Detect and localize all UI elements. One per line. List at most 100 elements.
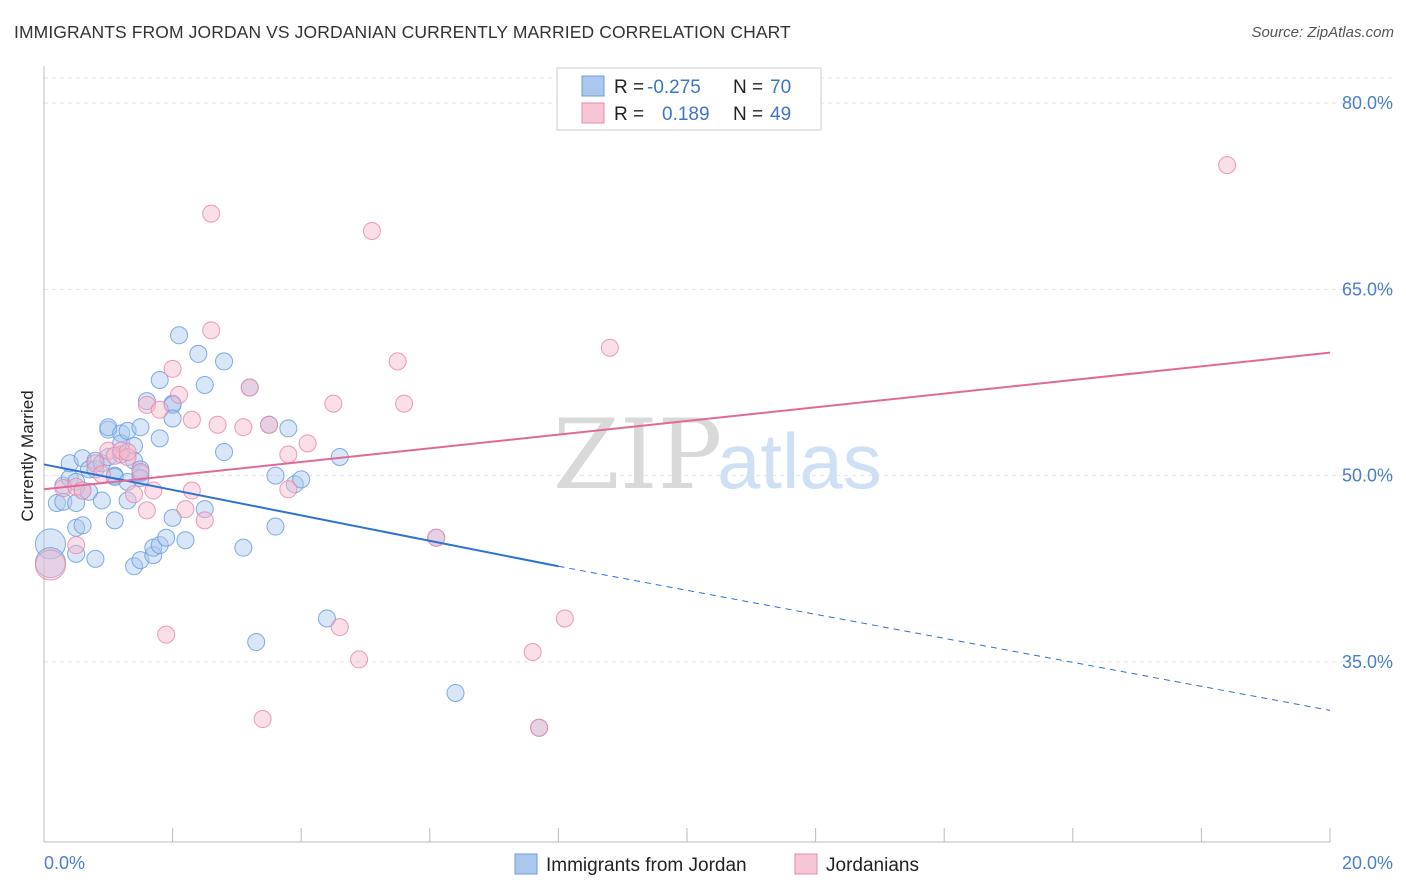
axes: [43, 66, 1331, 843]
point-jordan-immigrants-46: [150, 371, 169, 389]
point-jordan-immigrants-61: [247, 633, 266, 652]
grid: [44, 77, 1394, 663]
point-jordanians-0: [34, 549, 66, 581]
point-jordan-immigrants-51: [163, 409, 182, 428]
point-jordanians-37: [350, 650, 369, 669]
point-jordanians-45: [600, 338, 619, 357]
point-jordanians-26: [202, 321, 221, 340]
y-tick-label-2: 65.0%: [1342, 279, 1393, 299]
point-jordanians-2: [67, 536, 86, 555]
point-jordan-immigrants-38: [131, 418, 150, 437]
point-jordanians-14: [137, 501, 156, 520]
point-jordanians-22: [182, 410, 201, 429]
series-label-jordanians: Jordanians: [826, 855, 919, 876]
point-jordanians-27: [208, 415, 227, 434]
point-jordan-immigrants-71: [446, 683, 465, 702]
y-tick-label-0: 35.0%: [1342, 652, 1393, 672]
x-tick-label-1: 20.0%: [1342, 853, 1393, 873]
point-jordan-immigrants-58: [215, 443, 234, 462]
point-jordan-immigrants-41: [137, 392, 156, 411]
point-jordanians-40: [395, 394, 414, 413]
point-jordan-immigrants-2: [47, 493, 66, 512]
point-jordanians-21: [176, 500, 195, 519]
point-jordanians-10: [118, 448, 137, 466]
legend-swatch-jordanians: [581, 102, 605, 124]
point-jordanians-44: [555, 609, 574, 628]
chart-title: IMMIGRANTS FROM JORDAN VS JORDANIAN CURR…: [14, 22, 791, 42]
x-tick-labels: 0.0% 20.0%: [44, 853, 1393, 873]
point-jordan-immigrants-54: [189, 344, 208, 363]
series-swatch-jordanians: [794, 853, 818, 875]
legend-n-label-1: N =: [733, 77, 763, 98]
point-jordanians-23: [182, 481, 201, 500]
point-jordan-immigrants-3: [54, 492, 73, 511]
point-jordan-immigrants-12: [73, 516, 92, 535]
point-jordanians-35: [324, 394, 343, 413]
y-tick-label-3: 80.0%: [1342, 93, 1393, 113]
series-legend: Immigrants from Jordan Jordanians: [514, 853, 919, 876]
point-jordanians-46: [1218, 156, 1237, 175]
y-tick-labels: 35.0% 50.0% 65.0% 80.0%: [1342, 93, 1393, 672]
point-jordanians-11: [118, 443, 137, 462]
point-jordanians-38: [362, 221, 381, 240]
point-jordan-immigrants-57: [215, 352, 234, 371]
series-label-jordan-immigrants: Immigrants from Jordan: [546, 855, 747, 876]
point-jordan-immigrants-65: [279, 419, 298, 438]
point-jordanians-30: [253, 710, 272, 729]
point-jordanians-17: [150, 400, 169, 419]
x-tick-label-0: 0.0%: [44, 853, 85, 873]
point-jordan-immigrants-44: [150, 536, 169, 555]
point-jordanians-33: [279, 480, 298, 499]
point-jordanians-18: [157, 625, 176, 644]
point-jordanians-12: [125, 485, 144, 504]
point-jordanians-20: [170, 385, 189, 404]
point-jordan-immigrants-42: [144, 546, 163, 565]
point-jordan-immigrants-0: [34, 528, 66, 560]
point-jordan-immigrants-52: [170, 326, 189, 345]
legend-r-label-1: R =: [614, 77, 644, 98]
point-jordan-immigrants-68: [317, 609, 336, 628]
point-jordanians-43: [530, 718, 549, 737]
watermark-zip: ZIP: [553, 399, 722, 511]
point-jordanians-19: [163, 359, 182, 378]
trend-lines: [43, 351, 1331, 711]
point-jordanians-5: [86, 454, 105, 473]
trend-line-jordan-immigrants: [43, 463, 559, 568]
legend-r-label-2: R =: [614, 104, 644, 125]
point-jordanians-29: [240, 378, 259, 397]
point-jordan-immigrants-59: [234, 538, 253, 557]
source-label: Source: ZipAtlas.com: [1251, 24, 1394, 41]
point-jordanians-32: [279, 445, 298, 464]
point-jordan-immigrants-53: [176, 531, 195, 550]
legend: R = -0.275 N = 70 R = 0.189 N = 49: [556, 67, 822, 131]
point-jordan-immigrants-47: [157, 528, 176, 547]
point-jordan-immigrants-55: [195, 375, 214, 394]
point-jordan-immigrants-48: [163, 508, 182, 527]
point-jordanians-28: [234, 418, 253, 437]
point-jordan-immigrants-19: [92, 491, 111, 510]
point-jordan-immigrants-64: [266, 466, 285, 485]
y-tick-label-1: 50.0%: [1342, 466, 1393, 486]
trend-extension-jordan-immigrants: [558, 565, 1331, 711]
point-jordanians-13: [131, 462, 150, 481]
point-jordan-immigrants-17: [86, 549, 105, 568]
point-jordanians-39: [388, 352, 407, 371]
point-jordanians-34: [298, 434, 317, 453]
watermark: ZIP atlas: [553, 399, 882, 511]
legend-n-value-1: 70: [770, 77, 791, 98]
point-jordanians-31: [260, 415, 279, 434]
watermark-atlas: atlas: [717, 417, 882, 505]
legend-swatch-jordan-immigrants: [581, 75, 605, 97]
legend-r-value-1: -0.275: [647, 77, 701, 98]
point-jordanians-24: [195, 511, 214, 530]
point-jordan-immigrants-67: [292, 470, 311, 489]
point-jordanians-42: [523, 642, 542, 661]
point-jordan-immigrants-45: [150, 429, 169, 448]
point-jordanians-36: [330, 618, 349, 637]
legend-r-value-2: 0.189: [662, 104, 710, 125]
point-jordanians-25: [202, 204, 221, 223]
point-jordan-immigrants-26: [105, 511, 124, 530]
point-jordan-immigrants-63: [266, 517, 285, 536]
legend-n-value-2: 49: [770, 104, 791, 125]
